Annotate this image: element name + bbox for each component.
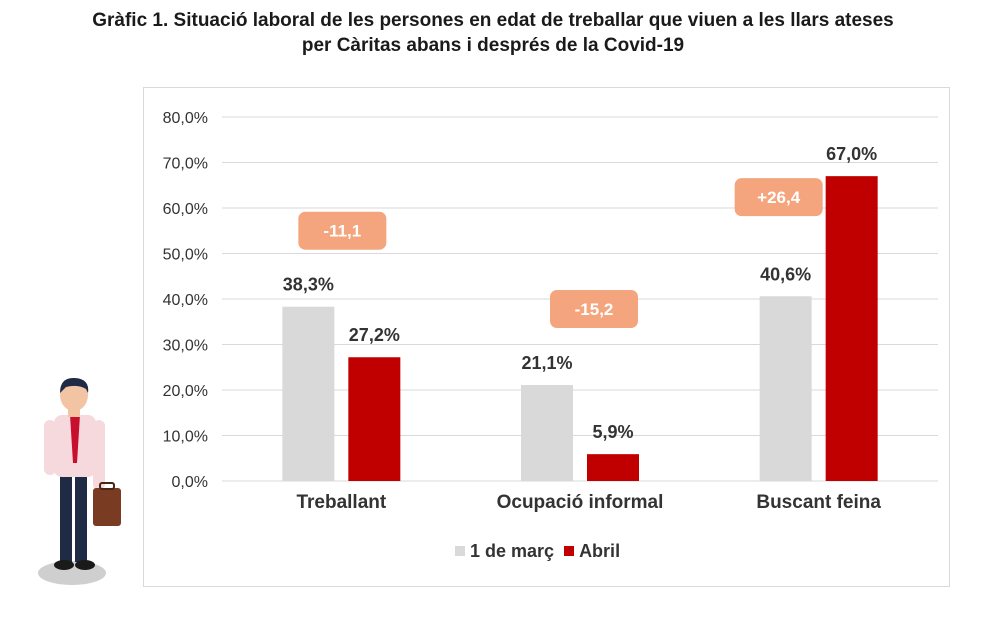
y-tick-label: 10,0% [163, 429, 208, 446]
y-tick-label: 0,0% [172, 474, 208, 491]
chart-frame [143, 87, 950, 587]
title-line-1: Gràfic 1. Situació laboral de les person… [92, 10, 894, 31]
businessman-illustration [38, 377, 121, 585]
x-tick-label: Ocupació informal [497, 492, 664, 513]
y-tick-label: 30,0% [163, 338, 208, 355]
x-tick-label: Buscant feina [756, 492, 881, 513]
difference-label: +26,4 [757, 188, 801, 207]
legend-label-series-1: 1 de març [470, 540, 555, 561]
data-label: 67,0% [826, 144, 877, 164]
bar-series-2 [587, 454, 639, 481]
y-tick-label: 70,0% [163, 156, 208, 173]
data-label: 27,2% [349, 325, 400, 345]
bar-series-2 [825, 176, 878, 481]
y-tick-label: 60,0% [163, 201, 208, 218]
difference-badge [734, 178, 823, 217]
data-label: 5,9% [592, 422, 633, 442]
bar-series-1 [759, 296, 812, 481]
title-line-2: per Càritas abans i després de la Covid-… [301, 35, 685, 56]
legend-swatch-series-1 [455, 546, 465, 556]
difference-label: -15,2 [575, 300, 614, 319]
legend-item-series-1: 1 de març [455, 541, 554, 562]
legend: 1 de març Abril [455, 540, 620, 562]
legend-label-series-2: Abril [579, 540, 621, 561]
legend-swatch-series-2 [564, 546, 575, 556]
y-tick-label: 50,0% [163, 247, 208, 264]
difference-badge [550, 289, 638, 328]
data-label: 38,3% [283, 275, 334, 295]
y-tick-label: 80,0% [163, 110, 208, 127]
bar-series-1 [521, 384, 573, 481]
bar-series-1 [282, 306, 335, 481]
legend-item-series-2: Abril [564, 541, 620, 562]
data-label: 40,6% [760, 264, 811, 284]
difference-badge [298, 211, 387, 250]
y-tick-label: 40,0% [163, 292, 208, 309]
data-label: 21,1% [521, 353, 572, 373]
difference-label: -11,1 [323, 222, 361, 241]
chart-title: Gràfic 1. Situació laboral de les person… [0, 8, 986, 58]
x-tick-label: Treballant [296, 492, 386, 513]
bar-series-2 [348, 357, 401, 481]
y-tick-label: 20,0% [163, 383, 208, 400]
